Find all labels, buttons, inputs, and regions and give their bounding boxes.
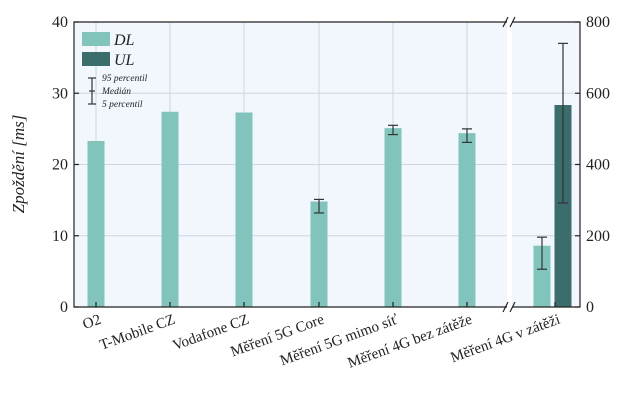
y-tick-label-left: 10 bbox=[52, 228, 68, 245]
bar-ul bbox=[554, 105, 572, 307]
legend-label-dl: DL bbox=[113, 32, 135, 49]
bars bbox=[87, 105, 572, 308]
y-tick-label-right: 600 bbox=[586, 85, 610, 102]
y-axis-left: 0 10 20 30 40 bbox=[52, 14, 79, 316]
bar-dl bbox=[235, 112, 253, 307]
y-tick-label-right: 800 bbox=[586, 14, 610, 31]
legend-key-median: Medián bbox=[101, 87, 131, 97]
legend-label-ul: UL bbox=[114, 52, 135, 69]
x-tick-label: O2 bbox=[81, 312, 104, 333]
bar-dl bbox=[87, 140, 105, 307]
y-tick-label-left: 0 bbox=[60, 299, 68, 316]
legend-key-5: 5 percentil bbox=[102, 100, 143, 110]
bar-dl bbox=[384, 128, 402, 307]
y-axis-label: Zpoždění [ms] bbox=[9, 115, 28, 214]
y-tick-label-left: 40 bbox=[52, 14, 68, 31]
y-tick-label-right: 200 bbox=[586, 228, 610, 245]
y-tick-label-left: 20 bbox=[52, 157, 68, 174]
bar-dl bbox=[458, 133, 476, 307]
legend-swatch-ul bbox=[82, 52, 110, 66]
axis-break-marks bbox=[502, 16, 516, 313]
legend-swatch-dl bbox=[82, 32, 110, 46]
legend: DL UL 95 percentil Medián 5 percentil bbox=[82, 32, 148, 110]
x-tick-label: T-Mobile CZ bbox=[98, 312, 178, 354]
bar-dl bbox=[533, 245, 551, 307]
legend-errorbar-key bbox=[88, 77, 96, 105]
error-bars bbox=[314, 42, 568, 270]
y-tick-label-right: 0 bbox=[586, 299, 594, 316]
legend-key-95: 95 percentil bbox=[102, 74, 148, 84]
bar-dl bbox=[161, 111, 179, 308]
y-tick-label-right: 400 bbox=[586, 157, 610, 174]
bar-dl bbox=[310, 201, 328, 307]
y-axis-right: 0 200 400 600 800 bbox=[575, 14, 610, 316]
y-tick-label-left: 30 bbox=[52, 85, 68, 102]
